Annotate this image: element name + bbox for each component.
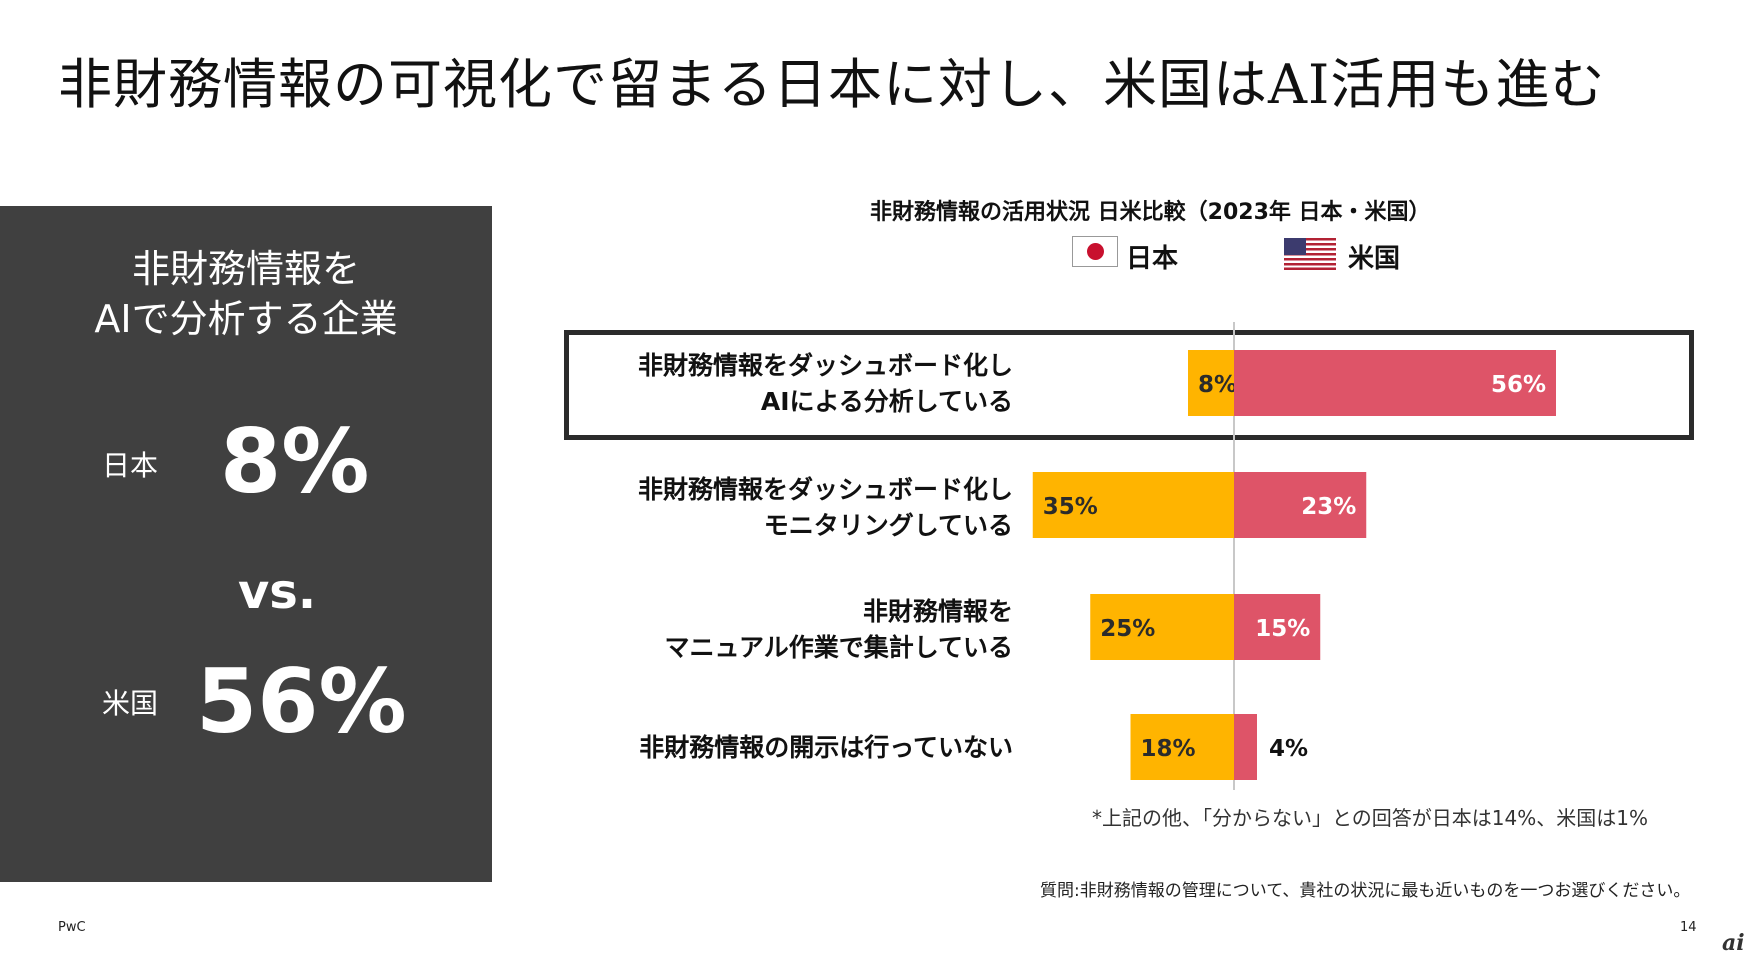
legend-japan-label: 日本 xyxy=(1126,244,1179,274)
category-label: 非財務情報をダッシュボード化し モニタリングしている xyxy=(638,472,1013,544)
japan-flag-icon xyxy=(1072,236,1118,267)
japan-bar xyxy=(1090,594,1234,660)
japan-bar xyxy=(1188,350,1234,416)
us-flag-icon xyxy=(1284,238,1336,270)
slide-title: 非財務情報の可視化で留まる日本に対し、米国はAI活用も進む xyxy=(58,53,1606,116)
page-number: 14 xyxy=(1680,920,1697,935)
japan-bar xyxy=(1130,714,1234,780)
category-label-line: マニュアル作業で集計している xyxy=(664,633,1013,662)
panel-us-label: 米国 xyxy=(102,687,159,720)
chart-title: 非財務情報の活用状況 日米比較（2023年 日本・米国） xyxy=(870,200,1431,225)
panel-japan-value: 8% xyxy=(220,410,370,513)
us-value-label: 4% xyxy=(1269,736,1308,762)
category-label-line: モニタリングしている xyxy=(763,511,1013,540)
panel-heading-line2: AIで分析する企業 xyxy=(94,297,398,341)
panel-us-value: 56% xyxy=(196,650,407,753)
category-label-line: 非財務情報をダッシュボード化し xyxy=(637,475,1013,504)
panel-japan-label: 日本 xyxy=(102,449,159,482)
category-label-line: 非財務情報をダッシュボード化し xyxy=(637,351,1013,380)
japan-value-label: 18% xyxy=(1141,736,1196,762)
survey-question: 質問:非財務情報の管理について、貴社の状況に最も近いものを一つお選びください。 xyxy=(1040,881,1691,901)
category-label-line: AIによる分析している xyxy=(760,387,1013,416)
highlight-box xyxy=(564,330,1694,440)
category-label-line: 非財務情報の開示は行っていない xyxy=(639,733,1013,762)
us-value-label: 15% xyxy=(1255,616,1310,642)
us-value-label: 23% xyxy=(1301,494,1356,520)
japan-value-label: 25% xyxy=(1100,616,1155,642)
japan-value-label: 8% xyxy=(1198,372,1237,398)
us-value-label: 56% xyxy=(1491,372,1546,398)
footnote: *上記の他、「分からない」との回答が日本は14%、米国は1% xyxy=(1092,806,1648,830)
us-bar xyxy=(1234,714,1257,780)
summary-panel: 非財務情報を AIで分析する企業 日本 8% vs. 米国 56% xyxy=(0,206,492,882)
us-bar xyxy=(1234,350,1556,416)
brand-footer: PwC xyxy=(58,920,86,935)
category-label: 非財務情報の開示は行っていない xyxy=(639,730,1013,766)
category-label-line: 非財務情報を xyxy=(862,597,1013,626)
category-label: 非財務情報を マニュアル作業で集計している xyxy=(664,594,1013,666)
category-label: 非財務情報をダッシュボード化し AIによる分析している xyxy=(638,348,1013,420)
japan-value-label: 35% xyxy=(1043,494,1098,520)
japan-bar xyxy=(1032,472,1234,538)
legend-us-label: 米国 xyxy=(1348,244,1401,274)
watermark-logo: ai xyxy=(1722,930,1745,956)
us-bar xyxy=(1234,472,1367,538)
panel-vs-text: vs. xyxy=(238,564,317,620)
panel-heading-line1: 非財務情報を xyxy=(131,247,360,291)
us-bar xyxy=(1234,594,1321,660)
